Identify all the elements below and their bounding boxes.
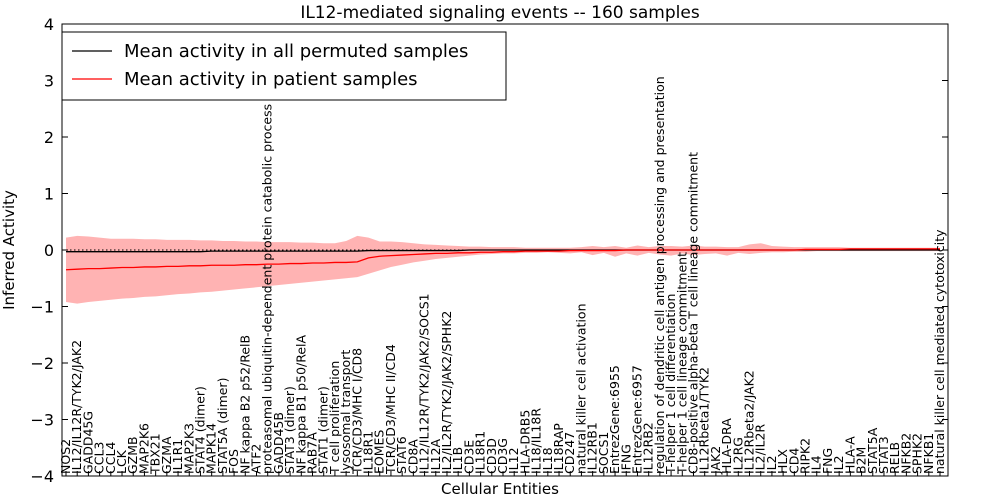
x-tick-label: CD4 [786, 448, 801, 474]
x-tick-label: IFNG [618, 444, 633, 474]
x-tick-label: IL18R1 [361, 431, 376, 474]
legend-label-patient: Mean activity in patient samples [124, 69, 418, 90]
x-tick-label: HLX [775, 449, 790, 474]
x-tick-label: NOS2 [58, 439, 73, 474]
x-tick-label: EntrezGene:6957 [629, 365, 644, 474]
x-tick-label: FOS [226, 449, 241, 474]
x-tick-label: RIPK2 [798, 438, 813, 474]
x-tick-label: T cell proliferation [327, 361, 342, 475]
x-tick-label: MAP2K3 [181, 423, 196, 474]
x-tick-label: lysosomal transport [338, 350, 353, 474]
x-tick-label: RELB [887, 442, 902, 474]
x-tick-label: HLA-DRB5 [517, 410, 532, 474]
x-tick-label: CD3G [495, 438, 510, 474]
x-tick-label: NF kappa B2 p52/RelB [237, 335, 252, 474]
y-tick-label: 1 [44, 185, 54, 204]
x-tick-label: IL12/IL12R/TYK2/JAK2/SOCS1 [417, 293, 432, 474]
x-tick-label: CD3E [461, 440, 476, 474]
y-tick-label: −1 [30, 298, 54, 317]
x-tick-label: IL1B [450, 447, 465, 474]
x-tick-label: TCR/CD3/MHC I/CD8 [349, 348, 364, 475]
x-tick-label: IL2/IL2R/TYK2/JAK2/SPHK2 [439, 311, 454, 474]
x-tick-label: IL12RB1 [585, 422, 600, 474]
x-tick-label: NFKB1 [921, 433, 936, 474]
x-tick-label: MAPK14 [204, 423, 219, 474]
x-tick-label: HLA-DRA [719, 418, 734, 474]
x-tick-label: CD8-positive alpha-beta T cell lineage c… [685, 152, 700, 474]
x-tick-label: GZMB [125, 436, 140, 474]
x-tick-label: IL12 [506, 447, 521, 474]
legend: Mean activity in all permuted samples Me… [61, 31, 507, 101]
x-tick-label: SPHK2 [910, 433, 925, 474]
x-tick-label: STAT3 (dimer) [282, 386, 297, 474]
x-tick-label: natural killer cell activation [573, 303, 588, 474]
x-tick-label: RAB7A [305, 432, 320, 474]
x-tick-label: EOMES [372, 430, 387, 474]
x-tick-label: TCR/CD3/MHC II/CD4 [383, 344, 398, 475]
y-tick-label: 3 [44, 72, 54, 91]
x-tick-label: B2M [854, 447, 869, 474]
x-tick-label: IL2RG [730, 437, 745, 474]
x-tick-label: IL1R1 [170, 439, 185, 474]
x-tick-label: NFKB2 [898, 433, 913, 474]
x-tick-label: CD247 [562, 432, 577, 474]
x-tick-label: STAT3 [876, 436, 891, 474]
y-axis-label: Inferred Activity [0, 190, 18, 310]
y-tick-label: 2 [44, 128, 54, 147]
x-tick-label: CCL4 [103, 442, 118, 474]
y-tick-label: −3 [30, 411, 54, 430]
y-tick-label: 0 [44, 241, 54, 260]
x-tick-label: natural killer cell mediated cytotoxicit… [932, 229, 947, 474]
x-tick-label: LCK [114, 449, 129, 474]
x-tick-label: EntrezGene:6955 [607, 365, 622, 474]
x-tick-label: STAT1 (dimer) [316, 386, 331, 474]
x-tick-label: FNG [820, 448, 835, 474]
x-tick-label: proteasomal ubiquitin-dependent protein … [260, 104, 275, 474]
x-tick-label: IL18/IL18R [529, 408, 544, 474]
x-tick-label: STAT5A (dimer) [215, 378, 230, 474]
x-tick-label: IL12/IL12R/TYK2/JAK2 [69, 340, 84, 474]
plot-area [61, 23, 949, 477]
y-tick-label: 4 [44, 15, 54, 34]
x-tick-label: IL18R1 [473, 431, 488, 474]
x-tick-label: IL18 [540, 447, 555, 474]
x-tick-label: GADD45G [80, 411, 95, 474]
y-tick-label: −2 [30, 354, 54, 373]
chart-title: IL12-mediated signaling events -- 160 sa… [300, 3, 700, 23]
x-tick-label: IL4 [809, 455, 824, 474]
x-tick-label: CCL3 [92, 442, 107, 474]
x-tick-label: IL2 [831, 455, 846, 474]
x-tick-label: GADD45B [271, 412, 286, 474]
x-axis-label: Cellular Entities [441, 480, 559, 498]
x-tick-label: ATF2 [248, 444, 263, 474]
x-tick-label: IL12Rbeta1/TYK2 [697, 367, 712, 474]
legend-label-permuted: Mean activity in all permuted samples [124, 41, 468, 62]
x-tick-label: IL12RB2 [641, 422, 656, 474]
x-tick-label: IL2 [764, 455, 779, 474]
x-tick-label: MAP2K6 [136, 423, 151, 474]
x-tick-label: HLA-A [842, 436, 857, 474]
x-tick-label: IL12A [428, 438, 443, 474]
x-tick-label: T-helper 1 cell differentiation [663, 294, 678, 475]
x-tick-label: IL18RAP [551, 423, 566, 474]
series-line-patient [65, 248, 940, 271]
x-tick-label: JAK2 [708, 446, 723, 475]
x-tick-label: STAT6 [394, 436, 409, 474]
x-tick-label: STAT4 (dimer) [192, 386, 207, 474]
x-tick-label: CD3D [484, 438, 499, 474]
x-tick-label: GZMA [159, 436, 174, 474]
x-tick-label: NF kappa B1 p50/RelA [293, 334, 308, 474]
confidence-band [66, 235, 940, 304]
legend-frame [61, 31, 507, 101]
x-tick-label: SOCS1 [596, 432, 611, 474]
x-tick-label: STAT5A [865, 427, 880, 474]
x-tick-label: T-helper 1 cell lineage commitment [674, 252, 689, 475]
x-tick-label: CD8A [405, 439, 420, 474]
x-tick-label: TBX21 [148, 433, 163, 475]
x-tick-label: IL12Rbeta2/JAK2 [742, 370, 757, 474]
x-tick-label: regulation of dendritic cell antigen pro… [652, 76, 667, 474]
x-tick-label: IL2/IL2R [753, 424, 768, 474]
y-tick-label: −4 [30, 467, 54, 486]
